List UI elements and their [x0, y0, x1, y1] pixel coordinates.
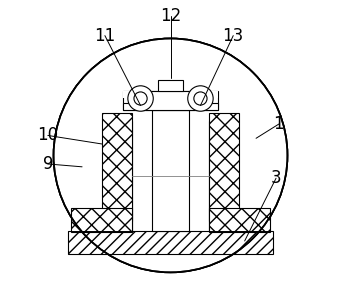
- FancyBboxPatch shape: [118, 121, 132, 231]
- Text: 10: 10: [37, 126, 58, 145]
- FancyBboxPatch shape: [68, 231, 273, 254]
- Circle shape: [188, 86, 213, 111]
- Text: 13: 13: [223, 26, 244, 45]
- FancyBboxPatch shape: [209, 208, 270, 232]
- Text: 9: 9: [43, 155, 53, 173]
- Polygon shape: [123, 91, 218, 110]
- FancyBboxPatch shape: [71, 208, 132, 232]
- Circle shape: [194, 92, 207, 105]
- FancyBboxPatch shape: [152, 110, 189, 231]
- FancyBboxPatch shape: [123, 91, 218, 110]
- Text: 3: 3: [271, 169, 281, 187]
- FancyBboxPatch shape: [102, 113, 132, 221]
- FancyBboxPatch shape: [158, 80, 183, 91]
- Text: 12: 12: [160, 7, 181, 25]
- FancyBboxPatch shape: [123, 91, 133, 98]
- Circle shape: [128, 86, 153, 111]
- Text: 11: 11: [94, 26, 116, 45]
- Circle shape: [54, 39, 287, 272]
- FancyBboxPatch shape: [208, 91, 218, 98]
- Circle shape: [54, 39, 287, 272]
- Text: 1: 1: [273, 115, 284, 133]
- FancyBboxPatch shape: [209, 113, 239, 221]
- FancyBboxPatch shape: [209, 121, 223, 231]
- Circle shape: [134, 92, 147, 105]
